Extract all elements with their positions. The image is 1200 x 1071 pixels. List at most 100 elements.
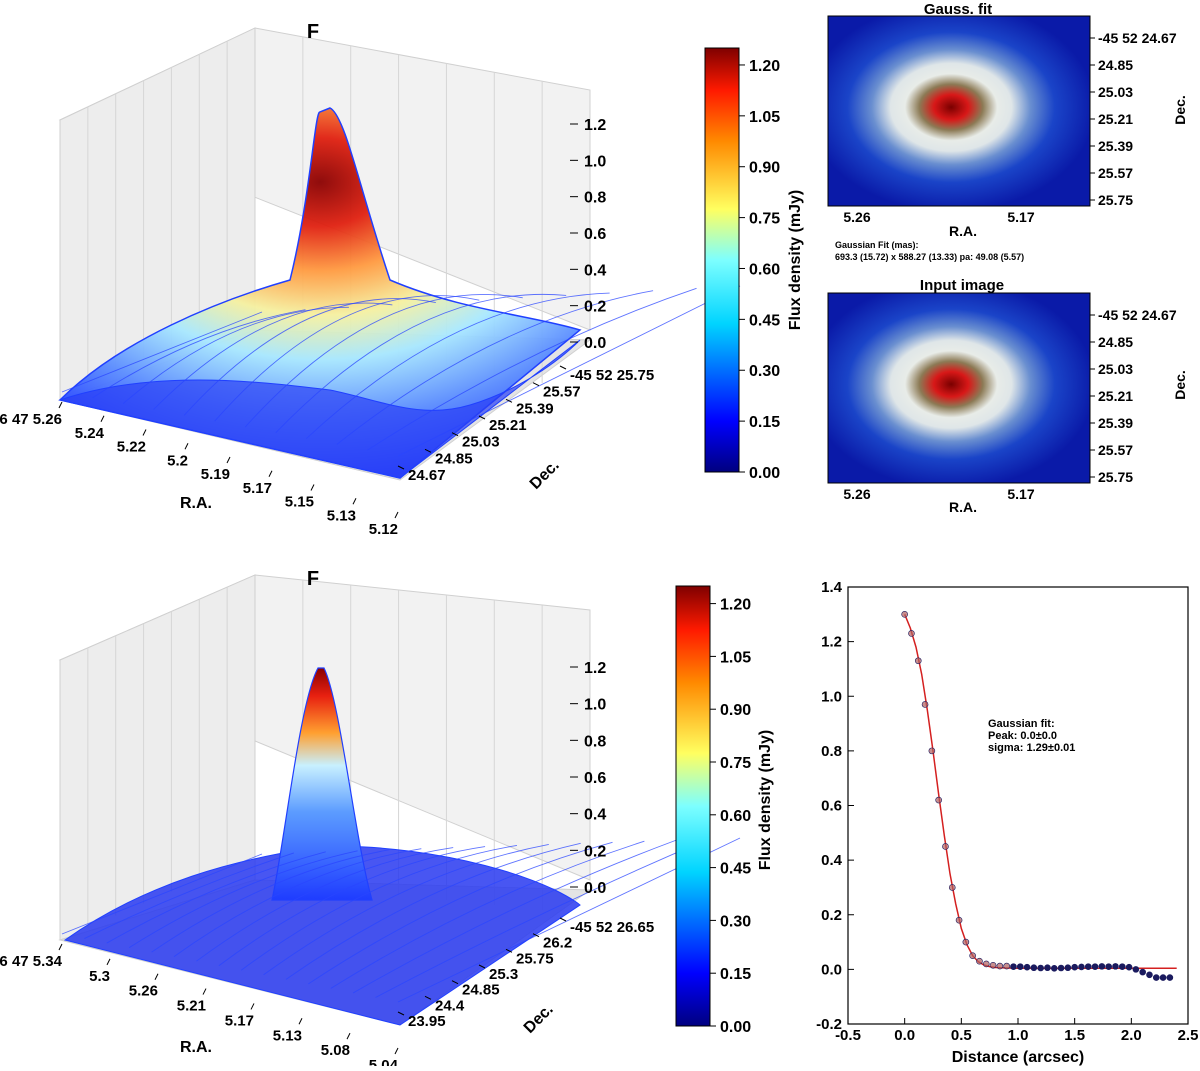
y-tick-label: 24.85 (1098, 57, 1133, 73)
z-tick-label: 1.2 (584, 117, 606, 134)
y-tick-mark (532, 382, 540, 387)
colorbar-gradient (704, 47, 740, 473)
z-tick-label: 0.8 (584, 733, 606, 750)
x-axis-label: R.A. (949, 223, 977, 239)
mesh-line (375, 838, 709, 998)
y-tick-label: 25.75 (1098, 192, 1133, 208)
colorbar-tick-label: 0.75 (720, 755, 751, 772)
z-tick-label: 0.2 (584, 843, 606, 860)
x-tick-mark (100, 415, 105, 422)
x-axis-ticks: 5.26 5.17 (843, 209, 1034, 225)
plot-area (847, 586, 1189, 1025)
surface-plot-bottom: F 0.0 0.2 0.4 0.6 0.8 1.0 1.2 16 47 5.34 5.3 5.2… (0, 568, 741, 1071)
y-tick-mark (424, 995, 432, 1000)
colorbar-ticks: 0.00 0.15 0.30 0.45 0.60 0.75 0.90 1.05 1.20 (710, 597, 751, 1036)
y-tick-label: 25.03 (462, 434, 500, 451)
x-tick-label: 5.26 (843, 486, 870, 502)
z-tick-label: 0.2 (584, 299, 606, 316)
colorbar-tick-label: 0.15 (720, 966, 751, 983)
x-tick-label: 1.0 (1008, 1027, 1029, 1044)
x-tick-label: 0.5 (951, 1027, 972, 1044)
y-tick-label: 0.4 (821, 852, 843, 869)
surface-wireframe (61, 837, 741, 1003)
mesh-line (153, 302, 393, 410)
y-tick-label: 24.85 (462, 982, 500, 999)
x-tick-label: 2.5 (1178, 1027, 1199, 1044)
mesh-line (275, 294, 567, 434)
y-tick-mark (478, 415, 486, 420)
x-tick-label: 1.5 (1064, 1027, 1085, 1044)
y-tick-label: 25.21 (1098, 388, 1133, 404)
x-tick-label: 5.17 (225, 1012, 254, 1029)
z-tick-label: 0.4 (584, 807, 606, 824)
x-tick-mark (154, 973, 159, 980)
data-point (955, 916, 963, 924)
x-tick-label: 16 47 5.34 (0, 953, 63, 970)
colorbar-tick-label: 0.75 (749, 211, 780, 228)
colorbar-tick-label: 0.00 (749, 465, 780, 482)
data-point (1105, 963, 1112, 970)
y-tick-label: 25.57 (1098, 165, 1133, 181)
x-tick-mark (310, 484, 315, 491)
y-tick-label: 25.03 (1098, 84, 1133, 100)
data-point (976, 957, 983, 965)
y-tick-label: -45 52 24.67 (1098, 30, 1177, 46)
y-tick-label: 25.75 (1098, 469, 1133, 485)
mesh-line (285, 842, 581, 980)
surface-plot-top: F 0.0 0.2 0.4 0.6 0.8 1.0 1.2 16 47 5.26 5.24 5.… (0, 21, 741, 538)
data-point (942, 843, 949, 850)
x-axis-ticks: -0.5 0.0 0.5 1.0 1.5 2.0 2.5 (835, 1018, 1198, 1044)
y-tick-label: -45 52 26.65 (570, 919, 654, 936)
x-tick-mark (106, 958, 111, 966)
data-point (914, 657, 922, 665)
data-point (908, 630, 915, 637)
mesh-line (122, 306, 349, 404)
data-point (1064, 964, 1072, 972)
x-tick-mark (142, 429, 147, 436)
x-tick-label: 5.04 (369, 1057, 399, 1066)
colorbar-tick-label: 0.00 (720, 1019, 751, 1036)
mesh-line (106, 851, 326, 944)
mesh-line (173, 848, 422, 958)
y-tick-label: 23.95 (408, 1013, 446, 1030)
image-area (827, 292, 1091, 484)
y-axis-label: Dec. (527, 457, 563, 493)
data-point (962, 938, 970, 946)
x-tick-label: 5.12 (369, 521, 398, 538)
data-point (901, 611, 908, 618)
y-tick-label: -0.2 (816, 1016, 842, 1033)
x-tick-mark (58, 943, 63, 951)
y-tick-label: 25.75 (516, 950, 554, 967)
data-point (1023, 963, 1031, 971)
mesh-line (214, 295, 480, 422)
y-tick-label: 0.6 (821, 798, 842, 815)
y-tick-mark (451, 432, 459, 437)
x-tick-label: -0.5 (835, 1027, 861, 1044)
data-point (1098, 963, 1106, 970)
colorbar-tick-label: 1.20 (720, 597, 751, 614)
data-point (928, 747, 936, 755)
z-tick-label: 0.0 (584, 880, 606, 897)
mesh-line (92, 309, 306, 399)
colorbar-tick-label: 0.60 (749, 261, 780, 278)
colorbar-tick-label: 0.90 (749, 160, 780, 177)
title: Input image (920, 277, 1004, 294)
colorbar-tick-label: 1.05 (720, 649, 751, 666)
annotation-line-3: sigma: 1.29±0.01 (988, 742, 1075, 754)
y-tick-label: 25.39 (1098, 415, 1133, 431)
x-tick-label: 5.15 (285, 494, 314, 511)
y-tick-label: 25.39 (516, 400, 554, 417)
mesh-line (330, 840, 645, 989)
y-tick-label: 24.4 (435, 997, 465, 1014)
y-tick-mark (478, 964, 486, 969)
mesh-line (128, 850, 358, 948)
title: F (307, 21, 319, 43)
mesh-line (308, 841, 613, 985)
data-point (1003, 962, 1010, 970)
x-tick-label: 5.26 (843, 209, 870, 225)
x-tick-mark (184, 443, 189, 450)
y-tick-mark (559, 365, 567, 370)
data-point (1112, 963, 1119, 970)
data-point (1166, 974, 1174, 981)
